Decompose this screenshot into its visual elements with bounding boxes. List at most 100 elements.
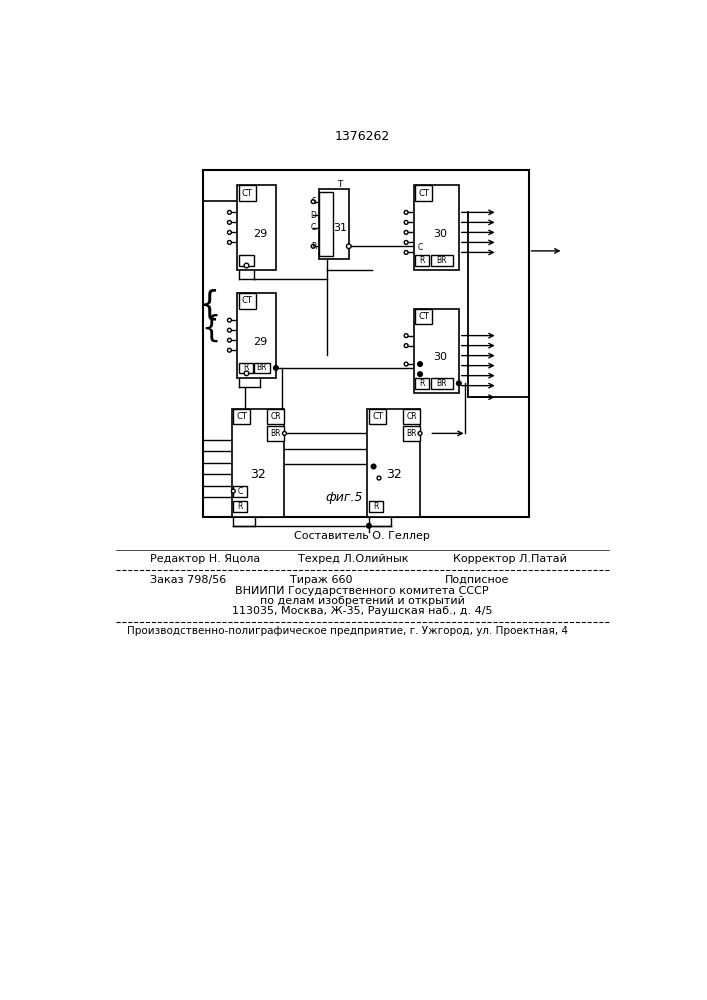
Bar (255, 363, 270, 373)
Circle shape (377, 476, 381, 480)
Circle shape (367, 523, 371, 528)
Bar (239, 363, 252, 373)
Circle shape (311, 244, 315, 248)
Text: по делам изобретений и открытий: по делам изобретений и открытий (259, 596, 464, 606)
Text: R: R (373, 502, 378, 511)
Circle shape (311, 200, 315, 204)
Text: Редактор Н. Яцола: Редактор Н. Яцола (151, 554, 261, 564)
Bar (416, 309, 433, 324)
Circle shape (404, 344, 408, 348)
Bar (416, 185, 433, 201)
Circle shape (228, 230, 231, 234)
Bar (203, 170, 529, 517)
Bar (369, 409, 386, 424)
Text: CT: CT (242, 189, 252, 198)
Bar (414, 309, 459, 393)
Text: 29: 29 (253, 337, 267, 347)
Text: CT: CT (419, 312, 429, 321)
Text: 113035, Москва, Ж-35, Раушская наб., д. 4/5: 113035, Москва, Ж-35, Раушская наб., д. … (232, 606, 492, 616)
Text: Составитель О. Геллер: Составитель О. Геллер (294, 531, 430, 541)
Text: Техред Л.Олийнык: Техред Л.Олийнык (298, 554, 408, 564)
Text: CT: CT (236, 412, 247, 421)
Circle shape (228, 338, 231, 342)
Text: 30: 30 (433, 352, 448, 362)
Text: S: S (312, 197, 316, 206)
Bar (416, 378, 429, 389)
Text: BR: BR (436, 256, 447, 265)
Text: 31: 31 (333, 223, 347, 233)
Bar (233, 501, 247, 512)
Bar (239, 185, 256, 201)
Text: C: C (238, 487, 243, 496)
Text: 32: 32 (250, 468, 266, 481)
Text: T: T (337, 180, 343, 189)
Bar (414, 185, 459, 270)
Circle shape (228, 318, 231, 322)
Text: CR: CR (271, 412, 281, 421)
Circle shape (274, 366, 279, 370)
Circle shape (228, 348, 231, 352)
Text: фиг.5: фиг.5 (325, 491, 363, 504)
Text: BR: BR (407, 429, 417, 438)
Circle shape (418, 431, 422, 435)
Bar (233, 486, 247, 497)
Circle shape (404, 230, 408, 234)
Circle shape (346, 244, 351, 249)
Circle shape (457, 381, 461, 386)
Circle shape (418, 362, 422, 366)
Text: Производственно-полиграфическое предприятие, г. Ужгород, ул. Проектная, 4: Производственно-полиграфическое предприя… (127, 626, 568, 636)
Bar (403, 409, 420, 424)
Circle shape (404, 210, 408, 214)
Text: ВНИИПИ Государственного комитета СССР: ВНИИПИ Государственного комитета СССР (235, 586, 489, 596)
Text: Корректор Л.Патай: Корректор Л.Патай (452, 554, 566, 564)
Circle shape (404, 251, 408, 254)
Circle shape (244, 263, 249, 268)
Circle shape (371, 464, 376, 469)
Circle shape (228, 220, 231, 224)
Circle shape (228, 328, 231, 332)
Text: Заказ 798/56: Заказ 798/56 (151, 575, 227, 585)
Bar (233, 409, 250, 424)
Bar (431, 255, 452, 266)
Text: CR: CR (407, 412, 417, 421)
Text: R: R (420, 379, 425, 388)
Text: D: D (310, 211, 316, 220)
Circle shape (283, 431, 286, 435)
Circle shape (404, 334, 408, 338)
Bar (239, 293, 256, 309)
Text: 29: 29 (253, 229, 267, 239)
Text: 1376262: 1376262 (334, 130, 390, 143)
Circle shape (404, 220, 408, 224)
Text: {: { (199, 288, 220, 321)
Text: 30: 30 (433, 229, 448, 239)
Bar (239, 255, 255, 266)
Text: CT: CT (419, 189, 429, 198)
Text: C: C (417, 243, 423, 252)
Text: {: { (201, 313, 221, 342)
Circle shape (228, 241, 231, 244)
Bar (320, 189, 349, 259)
Circle shape (404, 241, 408, 244)
Text: R: R (243, 363, 248, 372)
Bar (368, 409, 420, 517)
Circle shape (228, 210, 231, 214)
Text: BR: BR (436, 379, 447, 388)
Bar (403, 426, 420, 441)
Circle shape (404, 362, 408, 366)
Bar (232, 409, 284, 517)
Text: R: R (311, 242, 316, 251)
Text: CT: CT (242, 296, 252, 305)
Bar (369, 501, 383, 512)
Text: BR: BR (257, 363, 267, 372)
Bar (237, 293, 276, 378)
Bar (267, 426, 284, 441)
Text: Тираж 660: Тираж 660 (290, 575, 352, 585)
Bar (416, 255, 429, 266)
Circle shape (418, 372, 422, 376)
Bar (431, 378, 452, 389)
Text: BR: BR (271, 429, 281, 438)
Circle shape (244, 371, 249, 376)
Circle shape (231, 489, 235, 493)
Text: Подписное: Подписное (445, 575, 509, 585)
Bar (320, 192, 333, 256)
